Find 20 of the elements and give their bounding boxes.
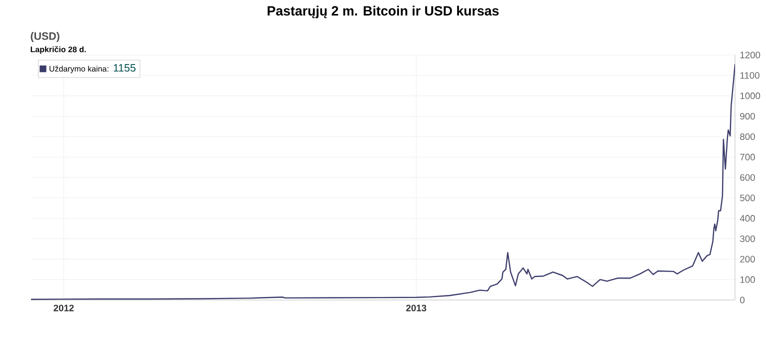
x-tick-label: 2013 bbox=[406, 304, 426, 312]
x-tick-label: 2012 bbox=[54, 304, 74, 312]
y-tick-label: 700 bbox=[740, 154, 755, 160]
chart-title: Pastarųjų 2 m. Bitcoin ir USD kursas bbox=[268, 6, 499, 18]
y-tick-label: 300 bbox=[740, 235, 755, 242]
y-tick-label: 1100 bbox=[740, 72, 760, 79]
y-tick-label: 1000 bbox=[740, 92, 760, 100]
y-tick-label: 1200 bbox=[740, 52, 760, 58]
y-tick-label: 200 bbox=[740, 256, 755, 262]
text: Lapkričio 28 d. bbox=[30, 46, 86, 54]
y-tick-label: 400 bbox=[740, 215, 755, 222]
y-tick-label: 600 bbox=[740, 174, 755, 181]
annotation: 1155 bbox=[114, 64, 136, 72]
chart-subtitle: (USD) bbox=[30, 32, 60, 42]
y-tick-label: 500 bbox=[740, 194, 755, 202]
y-tick-label: 800 bbox=[740, 133, 755, 140]
y-tick-label: 0 bbox=[740, 296, 745, 304]
y-tick-label: 900 bbox=[740, 112, 755, 120]
legend-label: Uždarymo kaina: bbox=[50, 66, 108, 74]
y-tick-label: 100 bbox=[740, 276, 755, 283]
